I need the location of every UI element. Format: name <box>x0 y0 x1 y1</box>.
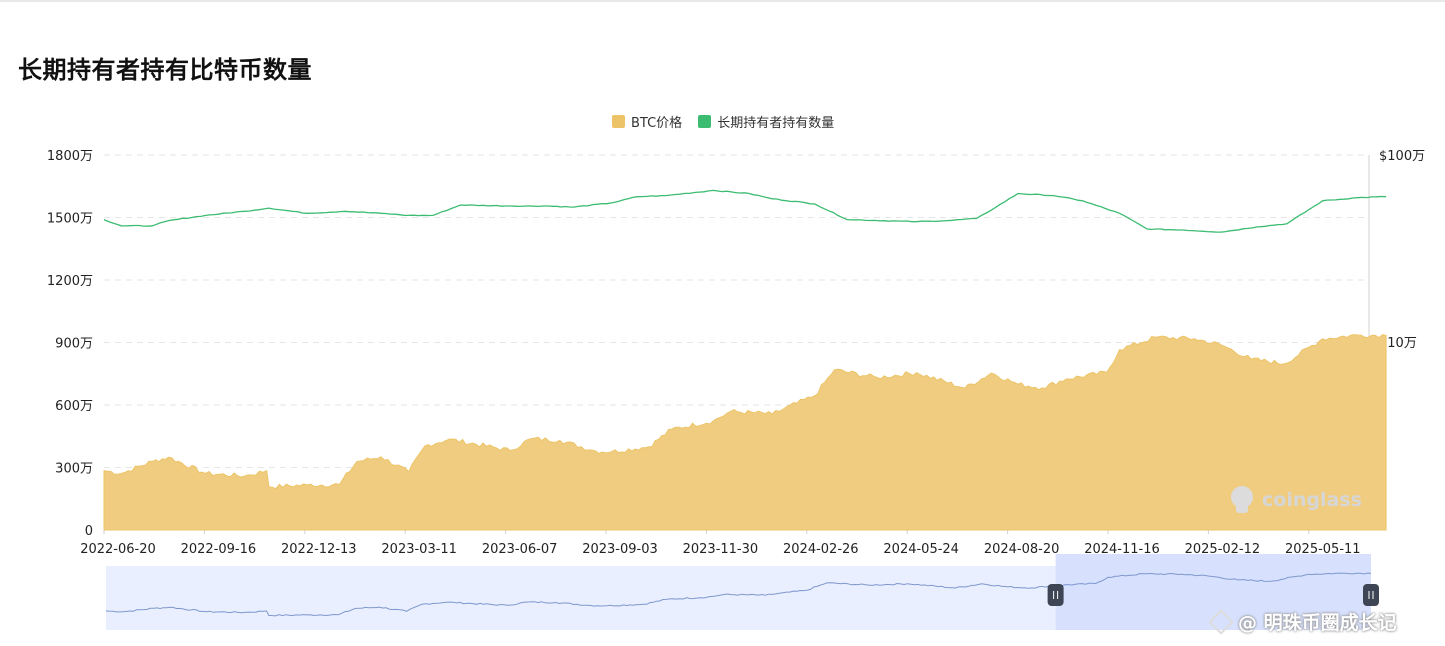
x-tick-label: 2022-12-13 <box>281 542 357 557</box>
watermark: @ 明珠币圈成长记 <box>1208 608 1397 635</box>
x-tick-label: 2023-03-11 <box>381 542 457 557</box>
x-tick-label: 2024-05-24 <box>883 542 959 557</box>
coinglass-logo: coinglass <box>1231 486 1362 513</box>
x-tick-label: 2024-02-26 <box>783 542 859 557</box>
right-tick-label: $10万 <box>1379 336 1417 351</box>
x-tick-label: 2025-05-11 <box>1285 542 1361 557</box>
x-tick-label: 2023-11-30 <box>683 542 759 557</box>
top-border <box>0 0 1445 2</box>
left-tick-label: 1800万 <box>47 149 93 164</box>
holder-line <box>103 189 1387 233</box>
range-navigator[interactable] <box>105 554 1379 630</box>
page-title: 长期持有者持有比特币数量 <box>18 56 312 84</box>
x-tick-label: 2022-09-16 <box>181 542 257 557</box>
left-tick-label: 300万 <box>55 462 93 477</box>
left-tick-label: 0 <box>85 524 93 539</box>
navigator-handle-right[interactable] <box>1363 584 1379 606</box>
diamond-icon <box>1208 608 1234 635</box>
x-tick-label: 2024-11-16 <box>1084 542 1160 557</box>
right-tick-label: $100万 <box>1379 149 1425 164</box>
left-axis: 0 300万 600万 900万 1200万 1500万 1800万 <box>47 149 93 539</box>
right-axis: $10万 $100万 <box>1379 149 1425 351</box>
navigator-line <box>105 572 1372 617</box>
x-tick-label: 2024-08-20 <box>984 542 1060 557</box>
x-axis: 2022-06-20 2022-09-16 2022-12-13 2023-03-11… <box>80 530 1361 557</box>
x-tick-label: 2023-06-07 <box>482 542 558 557</box>
btc-price-area <box>103 334 1387 531</box>
legend-label-holder: 长期持有者持有数量 <box>717 116 835 131</box>
x-tick-label: 2022-06-20 <box>80 542 156 557</box>
left-tick-label: 1500万 <box>47 212 93 227</box>
left-tick-label: 900万 <box>55 337 93 352</box>
legend-swatch-holder <box>698 115 712 128</box>
coinglass-icon-base <box>1236 503 1248 513</box>
holder-series <box>103 189 1387 233</box>
btc-price-series <box>103 334 1387 531</box>
navigator-selection <box>1055 554 1371 630</box>
coinglass-wordmark: coinglass <box>1262 489 1362 511</box>
coinglass-icon <box>1231 486 1253 508</box>
x-tick-label: 2025-02-12 <box>1185 542 1261 557</box>
navigator-handle-left[interactable] <box>1047 584 1064 606</box>
left-tick-label: 1200万 <box>47 274 93 289</box>
legend-item-holder[interactable]: 长期持有者持有数量 <box>698 112 834 131</box>
left-tick-label: 600万 <box>55 399 93 414</box>
chart-legend: BTC价格 长期持有者持有数量 <box>612 112 850 131</box>
legend-label-btc: BTC价格 <box>631 116 683 131</box>
x-tick-label: 2023-09-03 <box>582 542 658 557</box>
watermark-text: @ 明珠币圈成长记 <box>1238 612 1397 634</box>
legend-swatch-btc <box>612 115 625 128</box>
legend-item-btc[interactable]: BTC价格 <box>612 112 682 131</box>
